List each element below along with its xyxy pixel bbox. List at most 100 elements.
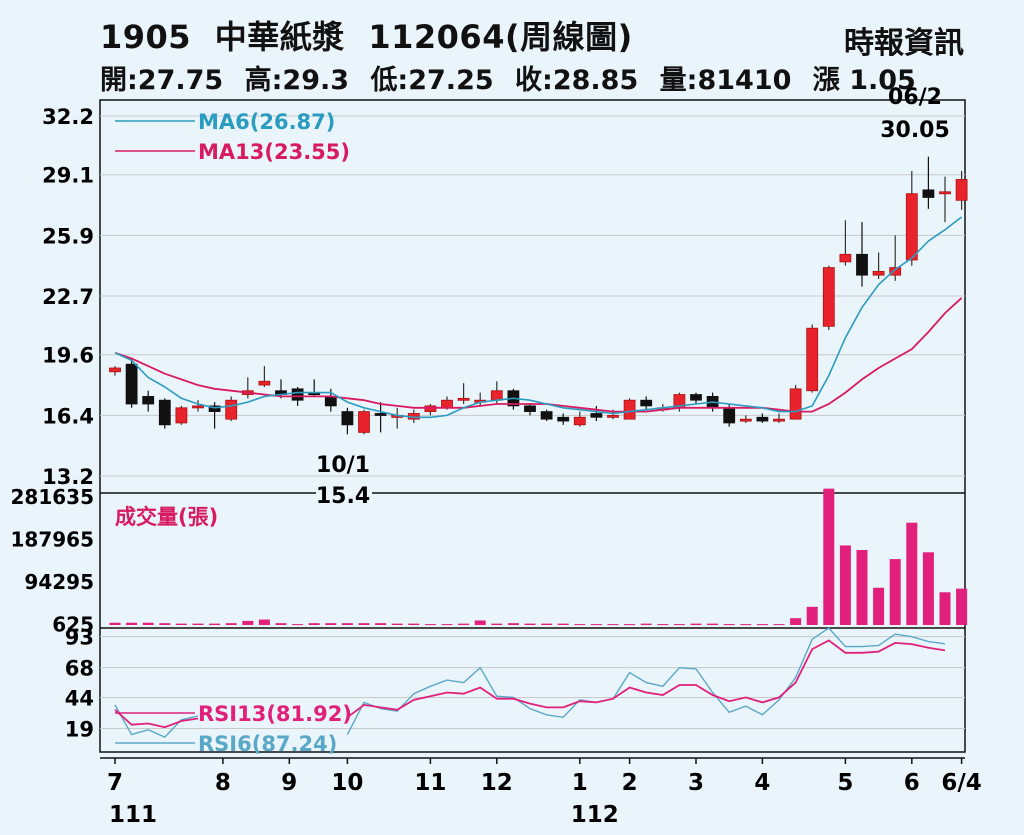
rsi-tick-label: 93 xyxy=(65,626,94,650)
candle-body xyxy=(690,394,702,401)
x-tick-label: 11 xyxy=(414,770,446,796)
price-tick-label: 13.2 xyxy=(42,465,94,489)
candle-body xyxy=(374,413,387,416)
candle-body xyxy=(490,390,503,401)
volume-bar xyxy=(424,624,436,626)
ma13-line xyxy=(114,297,963,413)
candle-body xyxy=(905,193,918,261)
rsi13-line xyxy=(114,639,946,729)
volume-tick-label: 187965 xyxy=(11,528,95,552)
price-tick-label: 19.6 xyxy=(42,344,94,368)
candle-body xyxy=(142,396,155,405)
candle-body xyxy=(175,407,188,424)
rsi-tick-label: 19 xyxy=(65,717,94,741)
candle-body xyxy=(258,380,271,386)
volume-bar xyxy=(242,620,254,625)
candle-body xyxy=(756,416,769,422)
volume-bar xyxy=(408,623,420,625)
price-tick-label: 32.2 xyxy=(42,105,94,129)
rsi-tick-label: 68 xyxy=(65,657,94,681)
volume-tick-label: 94295 xyxy=(24,570,94,594)
volume-bar xyxy=(458,623,470,625)
volume-title: 成交量(張) xyxy=(115,505,218,529)
price-tick-label: 25.9 xyxy=(42,224,94,248)
candle-body xyxy=(590,413,603,418)
candle-body xyxy=(192,405,204,409)
candle-body xyxy=(109,367,121,373)
volume-bar xyxy=(209,623,221,625)
title-line: 1905 中華紙漿 112064(周線圖) xyxy=(100,12,645,58)
volume-bar xyxy=(873,587,885,625)
volume-bar xyxy=(773,624,785,626)
rsi-tick-label: 44 xyxy=(65,686,94,710)
volume-tick-label: 625 xyxy=(52,613,94,637)
x-tick-label: 6 xyxy=(904,770,920,796)
ma6-line xyxy=(114,216,963,419)
candle-body xyxy=(441,399,453,409)
candle-body xyxy=(739,418,752,422)
volume-tick-label: 281635 xyxy=(11,485,95,509)
candle-body xyxy=(208,405,221,412)
ohlc-line: 開:27.75 高:29.3 低:27.25 收:28.85 量:81410 漲… xyxy=(100,58,928,97)
close-value: 收:28.85 xyxy=(515,65,639,96)
volume-bar xyxy=(474,620,486,625)
volume-bar xyxy=(258,619,270,625)
candle-body xyxy=(291,388,304,401)
volume-bar xyxy=(723,624,735,626)
source-label: 時報資訊 xyxy=(844,26,964,61)
candle-body xyxy=(324,396,337,407)
volume-value: 量:81410 xyxy=(659,65,792,96)
low-annotation-value: 15.4 xyxy=(316,484,370,509)
plot-frame xyxy=(99,99,966,753)
volume-bar xyxy=(159,623,171,625)
volume-bar xyxy=(557,623,569,625)
open-value: 開:27.75 xyxy=(100,65,224,96)
volume-bar xyxy=(325,623,337,625)
volume-bar xyxy=(690,623,702,625)
volume-bar xyxy=(192,623,204,625)
candle-body xyxy=(557,416,570,422)
ma6-legend-label: MA6(26.87) xyxy=(198,110,335,134)
volume-bar xyxy=(657,624,669,626)
x-tick-label: 2 xyxy=(622,770,638,796)
volume-bar xyxy=(823,488,835,625)
volume-bar xyxy=(640,623,652,625)
candle-body xyxy=(955,179,968,201)
candle-body xyxy=(607,414,619,418)
volume-bar xyxy=(906,522,918,625)
candle-body xyxy=(424,405,437,412)
candle-body xyxy=(789,388,802,420)
volume-bar xyxy=(507,623,519,625)
volume-bar xyxy=(939,592,951,625)
candle-body xyxy=(939,191,951,195)
high-value: 高:29.3 xyxy=(244,65,350,96)
candle-body xyxy=(358,411,370,433)
volume-bar xyxy=(358,623,370,625)
volume-bar xyxy=(292,624,304,626)
volume-bar xyxy=(126,622,138,625)
volume-bar xyxy=(673,624,685,626)
volume-bar xyxy=(856,550,868,625)
candle-body xyxy=(158,399,171,426)
volume-bar xyxy=(275,623,287,625)
volume-bar xyxy=(541,623,553,625)
volume-bar xyxy=(574,624,586,626)
x-tick-label: 9 xyxy=(281,770,297,796)
x-tick-label: 6/4 xyxy=(941,770,981,796)
candle-body xyxy=(640,399,653,407)
change-value: 漲 1.05 xyxy=(812,65,916,96)
stock-name: 中華紙漿 xyxy=(214,18,345,56)
ma13-legend-label: MA13(23.55) xyxy=(198,140,350,164)
volume-bar xyxy=(375,623,387,625)
x-year-label: 112 xyxy=(571,802,619,828)
candle-body xyxy=(623,399,636,420)
volume-bar xyxy=(308,623,320,625)
low-annotation-bg xyxy=(316,481,372,507)
low-annotation-date: 10/1 xyxy=(316,453,370,478)
x-tick-label: 5 xyxy=(837,770,853,796)
high-annotation-value: 30.05 xyxy=(880,118,950,143)
volume-bar xyxy=(922,552,934,625)
x-tick-label: 1 xyxy=(572,770,588,796)
low-value: 低:27.25 xyxy=(370,65,494,96)
